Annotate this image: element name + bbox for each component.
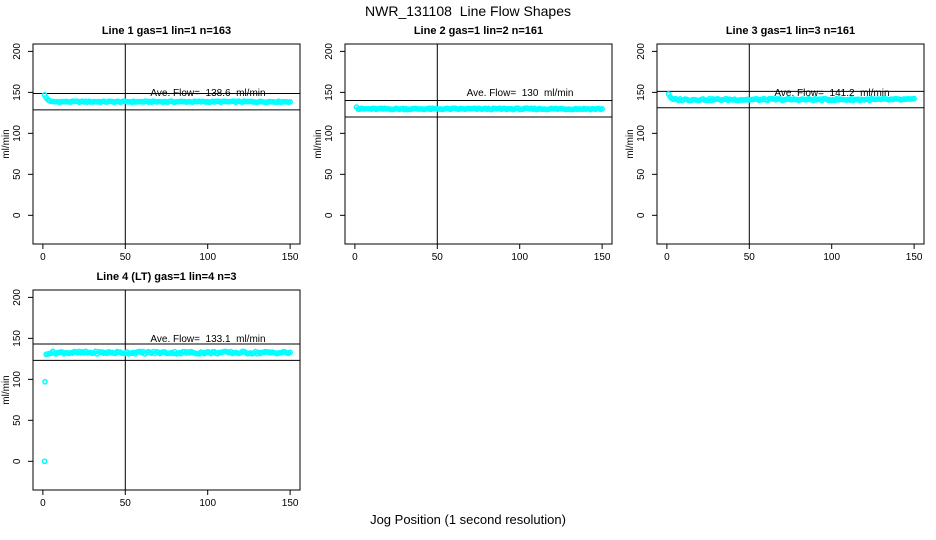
figure-title: NWR_131108 Line Flow Shapes [365, 3, 571, 19]
y-tick-label: 150 [12, 84, 23, 101]
plot-area-line-2: 0 50 100 150 200 0 50 100 150 ml/min [313, 43, 613, 263]
data-point [287, 349, 293, 356]
x-tick-label: 50 [432, 252, 444, 263]
x-tick-label: 150 [906, 252, 923, 263]
ave-flow-annotation: Ave. Flow= 130 ml/min [466, 88, 574, 99]
plot-area-line-1: 0 50 100 150 200 0 50 100 150 ml/min [1, 43, 301, 263]
x-tick-label: 100 [199, 252, 216, 263]
x-tick-label: 100 [823, 252, 840, 263]
data-point [287, 98, 293, 105]
x-tick-label: 100 [511, 252, 528, 263]
subplot-title: Line 1 gas=1 lin=1 n=163 [101, 25, 232, 37]
y-tick-label: 0 [12, 458, 23, 464]
x-tick-label: 0 [40, 498, 46, 509]
subplot-line-3: 0 50 100 150 200 0 50 100 150 ml/min Line 3 gas=1… [624, 20, 936, 265]
subplot-line-4: 0 50 100 150 200 0 50 100 150 ml/min Line 4 (LT) … [0, 266, 312, 511]
plot-box [656, 43, 925, 245]
data-point [911, 95, 917, 102]
subplot-line-1: 0 50 100 150 200 0 50 100 150 ml/min Line 1 gas=1… [0, 20, 312, 265]
y-tick-label: 50 [12, 168, 23, 180]
plot-area-line-3: 0 50 100 150 200 0 50 100 150 ml/min [625, 43, 925, 263]
y-tick-label: 50 [12, 414, 23, 426]
y-tick-label: 200 [12, 43, 23, 60]
x-tick-label: 0 [352, 252, 358, 263]
ave-flow-annotation: Ave. Flow= 133.1 ml/min [150, 334, 266, 345]
data-point [42, 378, 48, 385]
subplot-title: Line 3 gas=1 lin=3 n=161 [725, 25, 856, 37]
x-tick-label: 100 [199, 498, 216, 509]
y-tick-label: 100 [636, 125, 647, 142]
x-tick-label: 50 [120, 498, 132, 509]
y-tick-label: 100 [324, 125, 335, 142]
y-tick-label: 50 [636, 168, 647, 180]
y-tick-label: 0 [636, 212, 647, 218]
data-point [599, 106, 605, 112]
y-tick-label: 200 [324, 43, 335, 60]
x-tick-label: 50 [120, 252, 132, 263]
plot-box [32, 43, 301, 245]
y-tick-label: 200 [636, 43, 647, 60]
x-tick-label: 150 [282, 252, 299, 263]
subplot-line-2: 0 50 100 150 200 0 50 100 150 ml/min Line 2 gas=1… [312, 20, 624, 265]
x-tick-label: 0 [664, 252, 670, 263]
y-tick-label: 150 [12, 330, 23, 347]
ave-flow-annotation: Ave. Flow= 141.2 ml/min [774, 88, 890, 99]
subplot-title: Line 2 gas=1 lin=2 n=161 [413, 25, 544, 37]
x-tick-label: 150 [282, 498, 299, 509]
data-point [41, 458, 48, 465]
subplot-title: Line 4 (LT) gas=1 lin=4 n=3 [96, 271, 237, 283]
plot-box [344, 43, 613, 245]
y-tick-label: 50 [324, 168, 335, 180]
plot-box [32, 289, 301, 491]
y-axis-label: ml/min [1, 375, 12, 404]
y-tick-label: 200 [12, 289, 23, 306]
y-tick-label: 0 [324, 212, 335, 218]
y-tick-label: 150 [324, 84, 335, 101]
x-tick-label: 0 [40, 252, 46, 263]
ave-flow-annotation: Ave. Flow= 138.6 ml/min [150, 88, 266, 99]
y-axis-label: ml/min [313, 129, 324, 158]
x-tick-label: 150 [594, 252, 611, 263]
plot-area-line-4: 0 50 100 150 200 0 50 100 150 ml/min [1, 289, 301, 509]
y-tick-label: 150 [636, 84, 647, 101]
y-axis-label: ml/min [1, 129, 12, 158]
x-axis-label: Jog Position (1 second resolution) [370, 512, 566, 527]
y-axis-label: ml/min [625, 129, 636, 158]
y-tick-label: 100 [12, 371, 23, 388]
y-tick-label: 100 [12, 125, 23, 142]
y-tick-label: 0 [12, 212, 23, 218]
x-tick-label: 50 [744, 252, 756, 263]
